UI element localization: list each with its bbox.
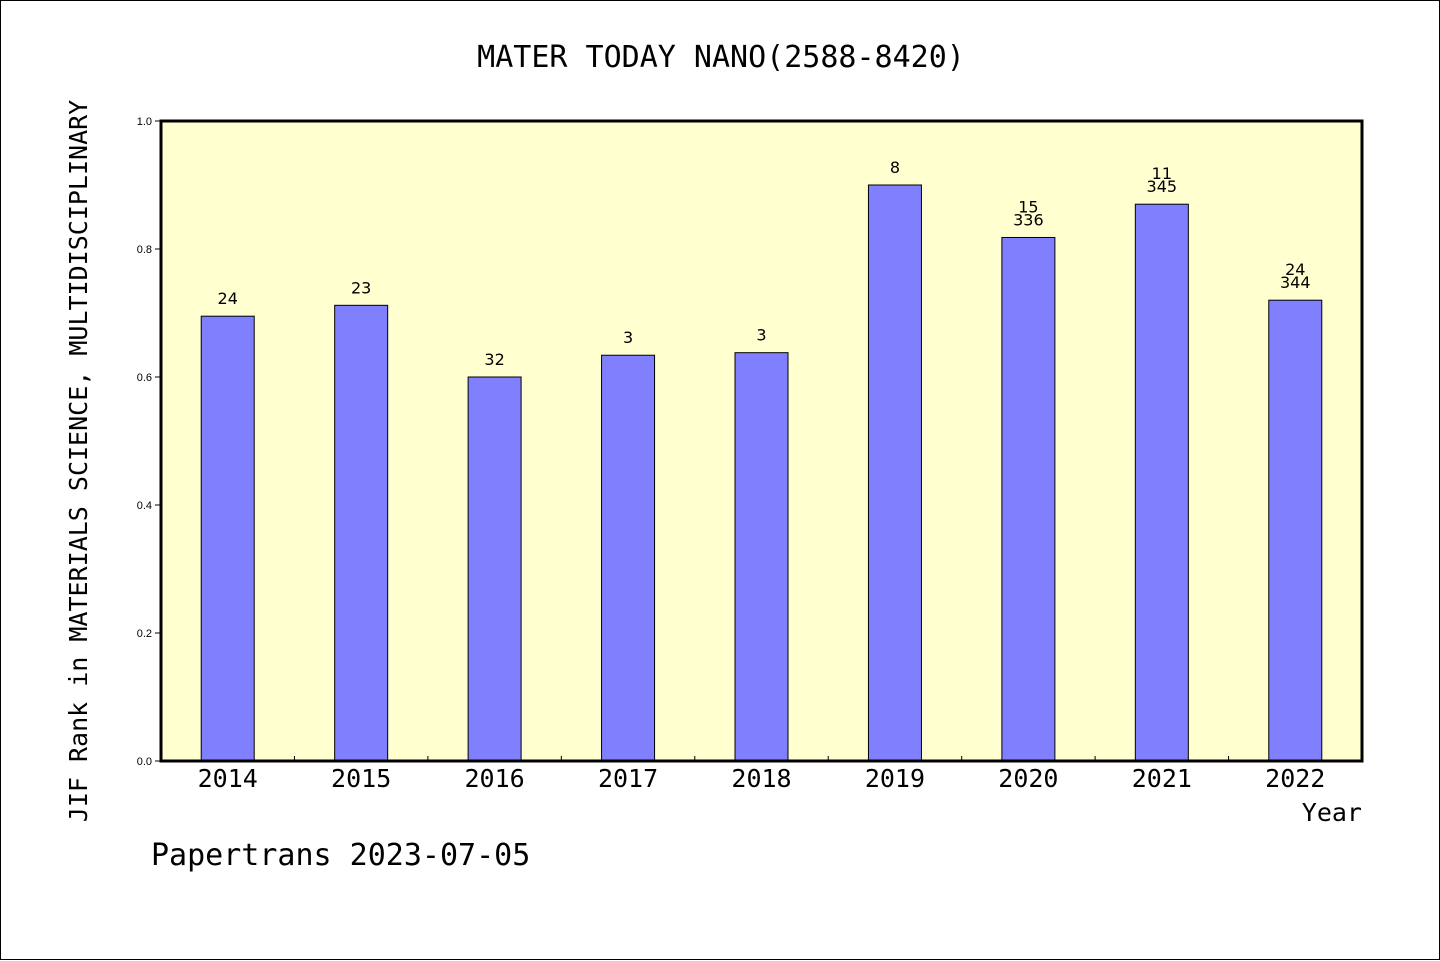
data-label-2015: 23 xyxy=(351,278,371,297)
x-tick-label-2017: 2017 xyxy=(598,764,658,793)
bar-2015 xyxy=(334,304,389,762)
data-label-2022-1: 24 xyxy=(1285,260,1305,279)
data-label-2016: 32 xyxy=(484,350,504,369)
x-tick-label-2020: 2020 xyxy=(998,764,1058,793)
y-tick-label-0.6: 0.6 xyxy=(137,372,152,384)
bar-group xyxy=(200,184,1323,762)
x-tick-label-2022: 2022 xyxy=(1265,764,1325,793)
y-axis: 0.0 0.2 0.4 0.6 0.8 1.0 xyxy=(137,116,161,768)
bar-2018 xyxy=(734,352,789,762)
x-tick-label-2016: 2016 xyxy=(465,764,525,793)
data-label-2014: 24 xyxy=(218,289,238,308)
data-label-2020-2: 336 xyxy=(1013,210,1044,229)
bar-2014 xyxy=(200,315,255,762)
x-tick-label-2015: 2015 xyxy=(331,764,391,793)
bar-2020 xyxy=(1001,236,1056,762)
bar-2021 xyxy=(1134,203,1189,762)
y-tick-label-1.0: 1.0 xyxy=(137,116,152,128)
bar-2022 xyxy=(1268,299,1323,762)
x-tick-label-2018: 2018 xyxy=(731,764,791,793)
y-tick-label-0.8: 0.8 xyxy=(137,244,152,256)
x-tick-label-2021: 2021 xyxy=(1132,764,1192,793)
data-label-2018: 3 xyxy=(756,326,766,345)
footer-credit: Papertrans 2023-07-05 xyxy=(151,838,530,873)
data-label-2022-2: 344 xyxy=(1280,273,1311,292)
data-label-2019: 8 xyxy=(890,158,900,177)
bar-2019 xyxy=(867,184,922,762)
x-tick-label-2019: 2019 xyxy=(865,764,925,793)
bar-2017 xyxy=(601,354,656,762)
data-label-2021-1: 11 xyxy=(1152,164,1172,183)
x-axis-label: Year xyxy=(1302,798,1362,827)
x-tick-label-2014: 2014 xyxy=(198,764,258,793)
data-label-2021-2: 345 xyxy=(1147,177,1178,196)
data-label-2020-1: 15 xyxy=(1018,197,1038,216)
y-tick-label-0.4: 0.4 xyxy=(137,500,152,512)
y-axis-label: JIF Rank in MATERIALS SCIENCE, MULTIDISC… xyxy=(64,100,93,822)
data-label-2017: 3 xyxy=(623,328,633,347)
plot-border xyxy=(159,119,1364,763)
x-axis: 2014 2015 2016 2017 2018 2019 2020 2021 2022 xyxy=(198,756,1325,793)
bar-2016 xyxy=(467,376,522,762)
chart-title: MATER TODAY NANO(2588-8420) xyxy=(477,40,965,75)
y-tick-label-0.2: 0.2 xyxy=(137,628,152,640)
y-tick-label-0.0: 0.0 xyxy=(137,756,152,768)
